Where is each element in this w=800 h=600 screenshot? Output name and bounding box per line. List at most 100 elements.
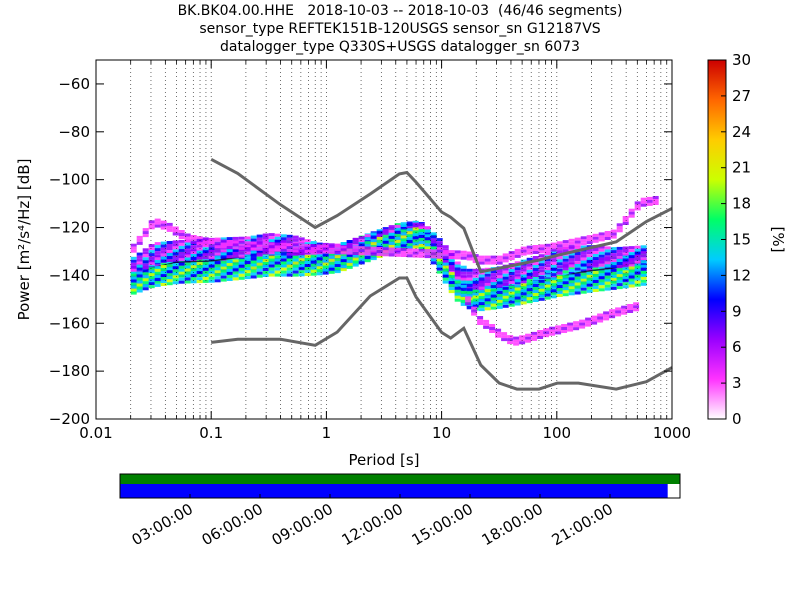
heat-cell bbox=[286, 267, 293, 271]
heat-cell bbox=[220, 237, 227, 241]
heat-cell bbox=[346, 245, 353, 249]
heat-cell bbox=[418, 251, 425, 255]
heat-cell bbox=[142, 251, 149, 255]
heat-cell bbox=[412, 242, 419, 246]
heat-cell bbox=[196, 256, 203, 260]
heat-cell bbox=[550, 289, 557, 293]
heat-cell bbox=[274, 239, 281, 243]
heat-cell bbox=[238, 251, 245, 255]
heat-cell bbox=[304, 264, 311, 267]
heat-cell bbox=[502, 273, 509, 277]
heat-cell bbox=[364, 256, 371, 260]
heat-cell bbox=[538, 297, 545, 301]
heat-cell bbox=[334, 258, 341, 262]
heat-cell bbox=[160, 271, 167, 274]
heat-cell bbox=[568, 255, 575, 259]
heat-cell bbox=[238, 264, 245, 268]
heat-cell bbox=[574, 291, 581, 295]
heat-cell bbox=[544, 278, 551, 282]
x-tick-label: 0.01 bbox=[79, 424, 112, 442]
heat-cell bbox=[525, 333, 532, 337]
heat-cell bbox=[556, 256, 563, 260]
heat-cell bbox=[609, 309, 616, 313]
heat-cell bbox=[334, 270, 341, 274]
heat-cell bbox=[346, 240, 353, 243]
heat-cell bbox=[514, 287, 521, 291]
heat-cell bbox=[592, 239, 599, 243]
heat-cell bbox=[352, 244, 359, 247]
heat-cell bbox=[634, 251, 641, 255]
heat-cell bbox=[496, 255, 503, 259]
y-tick-label: −160 bbox=[49, 314, 90, 332]
heat-cell bbox=[322, 259, 329, 263]
heat-cell bbox=[502, 270, 509, 274]
heat-cell bbox=[298, 267, 305, 271]
heat-cell bbox=[508, 288, 515, 292]
heat-cell bbox=[496, 290, 503, 294]
heat-cell bbox=[627, 304, 634, 307]
heat-cell bbox=[466, 306, 473, 310]
heat-cell bbox=[574, 264, 581, 267]
heat-cell bbox=[466, 288, 473, 292]
heat-cell bbox=[430, 261, 437, 265]
heat-cell bbox=[513, 336, 520, 340]
heat-cell bbox=[196, 236, 203, 240]
heat-cell bbox=[454, 261, 461, 265]
heat-cell bbox=[610, 232, 617, 236]
heat-cell bbox=[406, 254, 413, 258]
heat-cell bbox=[580, 269, 587, 273]
heat-cell bbox=[484, 298, 491, 302]
heat-cell bbox=[580, 245, 587, 249]
heat-cell bbox=[244, 241, 251, 245]
heat-cell bbox=[340, 265, 347, 269]
heat-cell bbox=[502, 253, 509, 257]
heat-cell bbox=[502, 298, 509, 302]
heat-cell bbox=[579, 322, 586, 326]
heat-cell bbox=[172, 240, 179, 244]
heat-cell bbox=[574, 252, 581, 255]
heat-cell bbox=[292, 246, 299, 250]
heat-cell bbox=[154, 254, 161, 258]
heat-cell bbox=[556, 276, 563, 279]
heat-cell bbox=[610, 283, 617, 287]
heat-cell bbox=[172, 269, 179, 273]
heat-cell bbox=[226, 246, 233, 249]
heat-cell bbox=[304, 239, 311, 243]
heat-cell bbox=[394, 239, 401, 243]
heat-cell bbox=[526, 300, 533, 304]
heat-cell bbox=[418, 254, 425, 258]
heat-cell bbox=[634, 268, 641, 272]
heat-cell bbox=[166, 282, 173, 286]
heat-cell bbox=[262, 271, 269, 274]
heat-cell bbox=[538, 291, 545, 295]
heat-cell bbox=[208, 276, 215, 280]
heat-cell bbox=[520, 277, 527, 281]
heat-cell bbox=[130, 279, 137, 283]
heat-cell bbox=[562, 290, 569, 294]
heat-cell bbox=[322, 265, 329, 269]
heat-cell bbox=[400, 241, 407, 245]
heat-cell bbox=[136, 271, 143, 275]
heat-cell bbox=[274, 248, 281, 252]
heat-cell bbox=[256, 244, 263, 248]
heat-cell bbox=[550, 286, 557, 290]
heat-cell bbox=[250, 244, 257, 248]
heat-cell bbox=[525, 339, 532, 343]
heat-cell bbox=[244, 276, 251, 280]
heat-cell bbox=[652, 196, 659, 199]
heat-cell bbox=[316, 263, 323, 267]
heat-cell bbox=[460, 277, 467, 281]
heat-cell bbox=[268, 264, 275, 268]
heat-cell bbox=[178, 233, 185, 236]
heat-cell bbox=[507, 341, 514, 345]
heat-cell bbox=[262, 236, 269, 240]
heat-cell bbox=[352, 241, 359, 244]
heat-cell bbox=[280, 261, 287, 265]
heat-cell bbox=[538, 254, 545, 258]
heat-cell bbox=[616, 268, 623, 272]
heat-cell bbox=[376, 247, 383, 250]
heat-cell bbox=[244, 247, 251, 251]
heat-cell bbox=[580, 272, 587, 276]
heat-cell bbox=[598, 248, 605, 252]
heat-cell bbox=[214, 279, 221, 283]
